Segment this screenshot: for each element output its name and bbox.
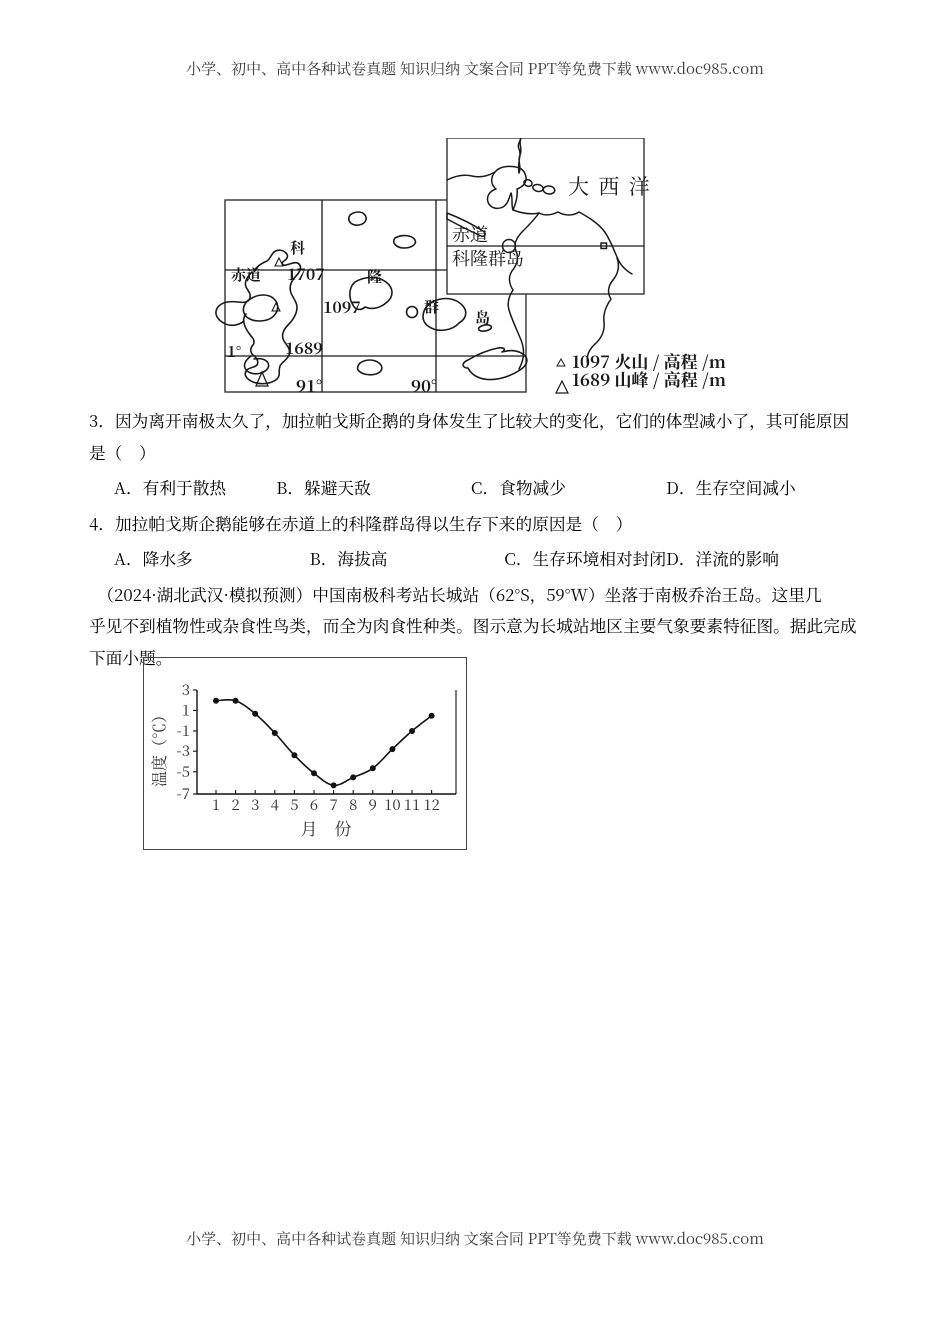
svg-text:-7: -7 <box>177 783 190 804</box>
svg-text:7: 7 <box>329 794 337 815</box>
svg-text:3: 3 <box>182 679 190 700</box>
svg-text:6: 6 <box>310 794 318 815</box>
svg-text:9: 9 <box>369 794 377 815</box>
svg-text:12: 12 <box>423 794 440 815</box>
svg-text:1707: 1707 <box>287 262 325 285</box>
svg-text:赤道: 赤道 <box>231 264 261 285</box>
svg-text:-5: -5 <box>177 761 190 782</box>
svg-text:5: 5 <box>290 794 298 815</box>
svg-text:大 西 洋: 大 西 洋 <box>568 171 652 201</box>
svg-text:1689: 1689 <box>285 336 323 359</box>
svg-text:4: 4 <box>271 794 279 815</box>
svg-text:10: 10 <box>384 794 401 815</box>
svg-text:隆: 隆 <box>367 266 382 287</box>
svg-text:科: 科 <box>290 237 305 258</box>
svg-text:群: 群 <box>424 296 439 317</box>
svg-text:91°: 91° <box>296 372 322 397</box>
svg-text:科隆群岛: 科隆群岛 <box>452 245 524 271</box>
svg-text:1097: 1097 <box>323 295 361 318</box>
svg-text:-1: -1 <box>177 720 190 741</box>
svg-text:赤道: 赤道 <box>452 221 488 247</box>
svg-text:1689 山峰 / 高程 /m: 1689 山峰 / 高程 /m <box>572 366 726 391</box>
svg-text:1: 1 <box>182 699 190 720</box>
svg-text:-3: -3 <box>177 740 190 761</box>
svg-text:11: 11 <box>404 794 421 815</box>
svg-text:岛: 岛 <box>475 307 490 328</box>
svg-text:2: 2 <box>231 794 239 815</box>
svg-text:温度（℃）: 温度（℃） <box>147 707 170 787</box>
svg-text:90°: 90° <box>411 372 437 397</box>
svg-text:3: 3 <box>251 794 259 815</box>
svg-text:8: 8 <box>349 794 357 815</box>
svg-text:1°: 1° <box>227 341 241 362</box>
svg-text:1: 1 <box>212 794 220 815</box>
svg-text:月 份: 月 份 <box>301 815 352 840</box>
